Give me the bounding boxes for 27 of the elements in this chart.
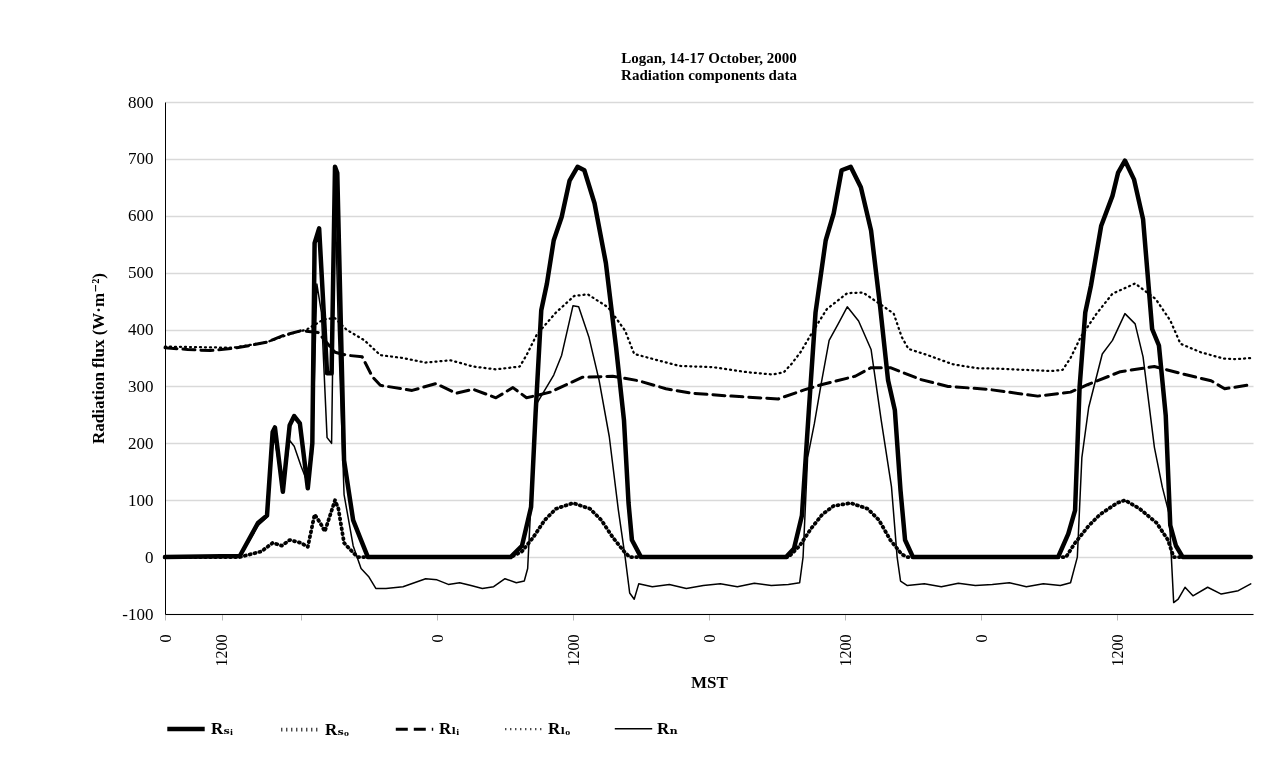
y-tick-label: 100 — [128, 490, 154, 510]
legend-label: Rₛᵢ — [211, 719, 233, 738]
legend-label: Rₗₒ — [548, 719, 571, 738]
x-tick-label: 1200 — [836, 634, 854, 667]
y-tick-label: 800 — [128, 92, 154, 112]
x-tick-label: 1200 — [564, 634, 582, 667]
chart-subtitle: Radiation components data — [621, 67, 798, 83]
y-tick-label: 200 — [128, 433, 154, 453]
legend-label: Rₛₒ — [325, 719, 349, 739]
y-tick-label: 500 — [128, 263, 154, 283]
x-tick-label: 0 — [700, 634, 718, 643]
x-tick-label: 1200 — [1108, 634, 1126, 667]
y-tick-label: 300 — [128, 376, 154, 396]
legend-label: Rₗᵢ — [439, 719, 460, 739]
y-tick-label: 600 — [128, 206, 154, 226]
x-tick-label: 0 — [156, 634, 174, 643]
y-tick-label: 700 — [128, 149, 154, 169]
x-tick-label: 0 — [972, 634, 990, 643]
chart-title: Logan, 14-17 October, 2000 — [621, 50, 797, 66]
x-tick-label: 1200 — [213, 634, 231, 667]
y-tick-label: -100 — [122, 604, 154, 624]
y-tick-label: 400 — [128, 320, 154, 340]
y-axis-title: Radiation flux (W·m⁻²) — [89, 273, 109, 444]
legend-label: Rₙ — [657, 718, 679, 738]
y-tick-label: 0 — [145, 547, 154, 567]
x-tick-label: 0 — [428, 634, 446, 643]
x-axis-title: MST — [691, 672, 729, 692]
